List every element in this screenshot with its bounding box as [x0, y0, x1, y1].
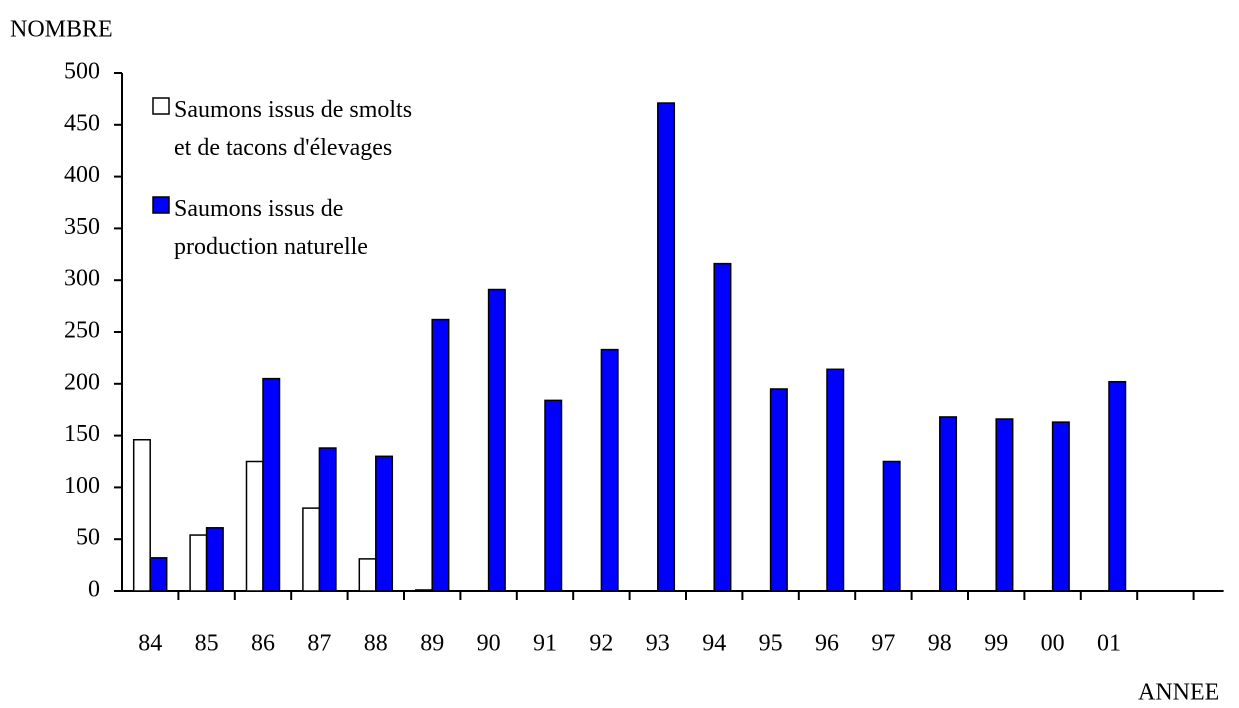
y-tick-label: 250: [64, 318, 100, 344]
bar: [657, 102, 676, 592]
y-tick-label: 300: [64, 266, 100, 292]
y-tick-label: 150: [64, 421, 100, 447]
bar: [375, 455, 394, 592]
legend-swatch: [152, 97, 170, 115]
y-tick-label: 400: [64, 162, 100, 188]
legend-label: Saumons issus de production naturelle: [174, 196, 368, 260]
bar: [132, 438, 151, 592]
bar: [149, 557, 168, 592]
x-tick-label: 94: [702, 631, 726, 657]
x-tick-label: 95: [759, 631, 783, 657]
y-tick-label: 450: [64, 110, 100, 136]
bar: [262, 377, 281, 592]
bar: [882, 460, 901, 592]
bar: [358, 558, 377, 592]
y-axis-title: NOMBRE: [10, 17, 113, 43]
x-tick-label: 91: [533, 631, 557, 657]
bar: [826, 368, 845, 592]
bar: [544, 399, 563, 592]
x-tick-label: 97: [871, 631, 895, 657]
legend-swatch: [152, 196, 170, 214]
bar: [600, 348, 619, 592]
y-tick-label: 500: [64, 59, 100, 85]
bar: [302, 507, 321, 592]
bar: [189, 534, 208, 592]
x-tick-label: 01: [1097, 631, 1121, 657]
y-tick-label: 200: [64, 369, 100, 395]
bar: [1108, 380, 1127, 592]
x-tick-label: 96: [815, 631, 839, 657]
bar: [1051, 421, 1070, 592]
bar: [769, 388, 788, 592]
x-tick-label: 92: [589, 631, 613, 657]
bar: [414, 589, 433, 592]
x-tick-label: 98: [928, 631, 952, 657]
x-tick-label: 90: [477, 631, 501, 657]
bar: [431, 318, 450, 592]
bar: [245, 460, 264, 592]
x-tick-label: 84: [138, 631, 162, 657]
x-tick-label: 93: [646, 631, 670, 657]
x-tick-label: 99: [984, 631, 1008, 657]
bar: [318, 447, 337, 592]
x-tick-label: 85: [195, 631, 219, 657]
bar: [995, 418, 1014, 592]
y-tick-label: 100: [64, 473, 100, 499]
bar: [487, 288, 506, 592]
legend-label: Saumons issus de smolts et de tacons d'é…: [174, 97, 413, 161]
x-tick-label: 86: [251, 631, 275, 657]
x-tick-label: 87: [307, 631, 331, 657]
bar: [939, 416, 958, 592]
x-axis-title: ANNEE: [1138, 680, 1219, 706]
bar: [205, 527, 224, 592]
y-tick-label: 0: [88, 577, 100, 603]
bar: [713, 262, 732, 592]
x-tick-label: 89: [420, 631, 444, 657]
x-tick-label: 00: [1041, 631, 1065, 657]
y-tick-label: 50: [76, 525, 100, 551]
y-tick-label: 350: [64, 214, 100, 240]
x-tick-label: 88: [364, 631, 388, 657]
